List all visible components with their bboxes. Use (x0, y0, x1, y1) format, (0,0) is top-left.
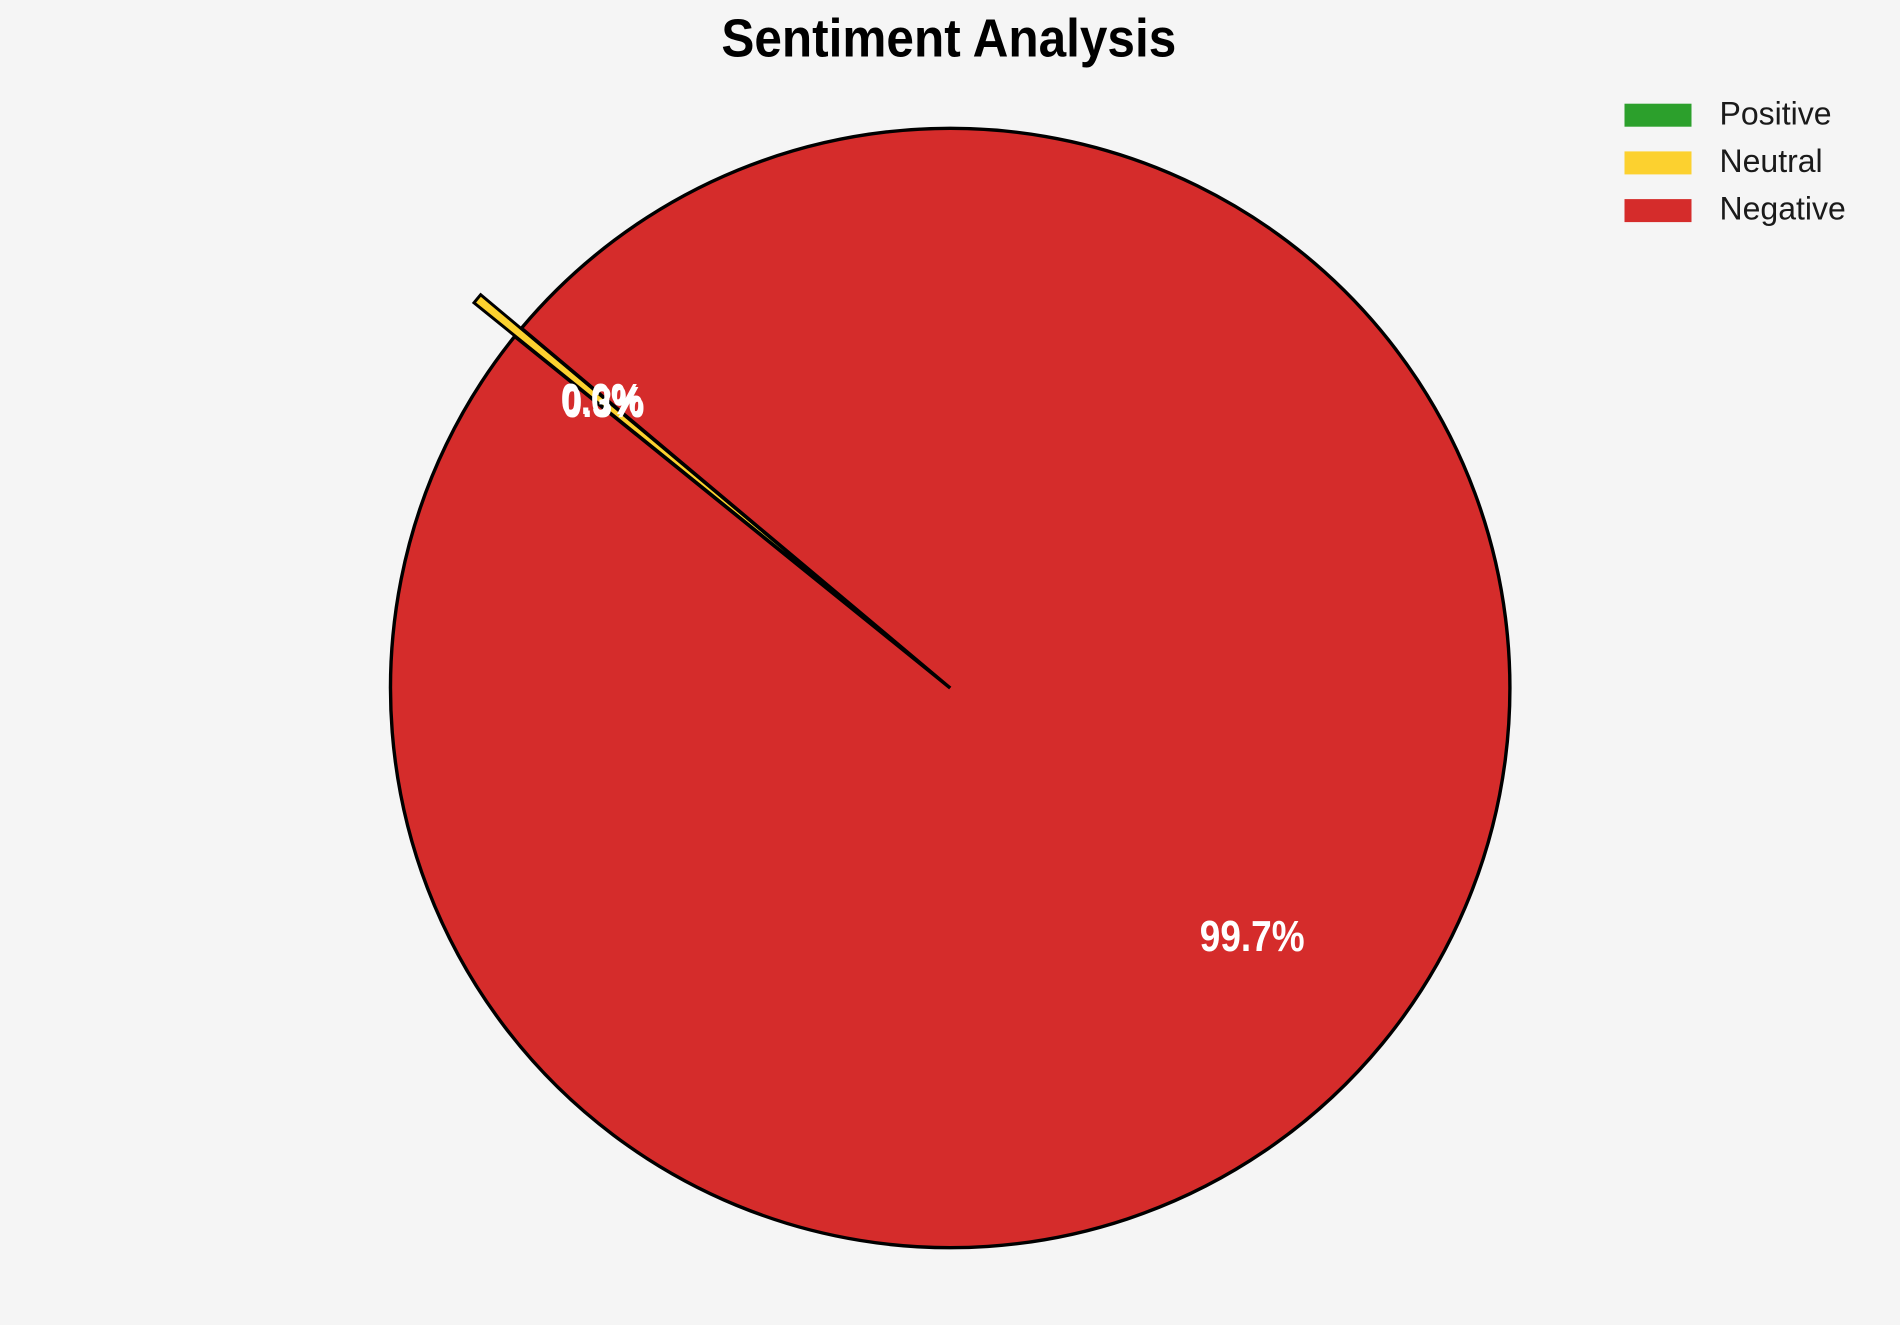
svg-text:Positive: Positive (1720, 95, 1832, 131)
svg-text:Neutral: Neutral (1720, 143, 1823, 179)
svg-text:0.0%: 0.0% (561, 374, 643, 423)
svg-text:Negative: Negative (1720, 191, 1846, 227)
svg-text:Sentiment Analysis: Sentiment Analysis (721, 7, 1176, 67)
svg-text:0.3%: 0.3% (562, 378, 644, 427)
svg-text:99.7%: 99.7% (1200, 911, 1305, 961)
